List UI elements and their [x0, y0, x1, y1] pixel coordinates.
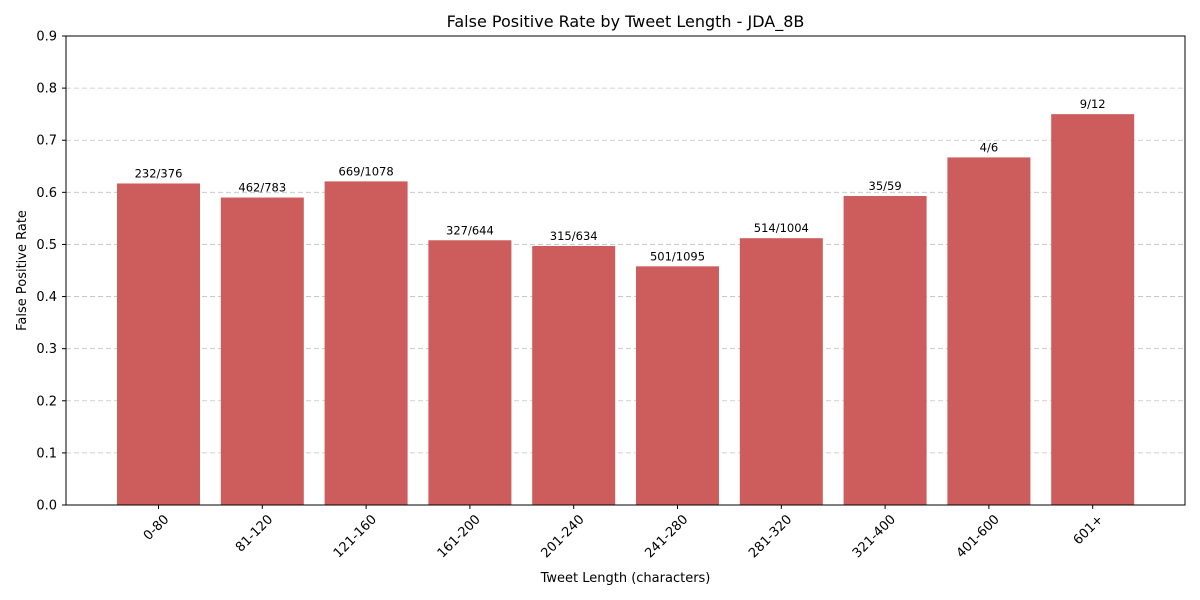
x-tick-label: 0-80 [141, 512, 172, 543]
data-label: 4/6 [980, 140, 999, 154]
y-tick-label: 0.6 [36, 186, 57, 201]
bars [117, 114, 1135, 506]
data-label: 232/376 [135, 166, 183, 180]
bar-0-80 [117, 183, 200, 506]
data-label: 315/634 [550, 229, 598, 243]
data-label: 501/1095 [650, 249, 705, 263]
x-tick-label: 601+ [1071, 512, 1107, 548]
bar-281-320 [739, 238, 823, 506]
y-tick-label: 0.3 [36, 342, 57, 357]
bar-81-120 [220, 197, 304, 506]
x-tick-label: 241-280 [642, 512, 691, 561]
y-tick-label: 0.5 [36, 238, 57, 253]
bar-321-400 [843, 195, 927, 505]
x-tick-label: 81-120 [233, 512, 276, 555]
y-tick-label: 0.8 [36, 82, 57, 97]
y-tick-label: 0.1 [36, 446, 57, 461]
y-tick-label: 0.4 [36, 290, 57, 305]
y-axis: 0.0 0.1 0.2 0.3 0.4 0.5 0.6 0.7 0.8 0.9 [36, 30, 66, 514]
chart-title: False Positive Rate by Tweet Length - JD… [447, 12, 805, 32]
x-tick-label: 201-240 [539, 512, 588, 561]
data-label: 9/12 [1080, 97, 1106, 111]
x-axis-label: Tweet Length (characters) [540, 571, 711, 586]
y-tick-label: 0.9 [36, 30, 57, 45]
bar-161-200 [428, 240, 512, 505]
bar-201-240 [532, 246, 616, 505]
x-tick-label: 161-200 [435, 512, 484, 561]
x-axis: 0-80 81-120 121-160 161-200 201-240 241-280 28… [141, 505, 1107, 561]
data-label: 514/1004 [754, 221, 809, 235]
bar-241-280 [636, 266, 719, 505]
plot-frame [65, 35, 1186, 506]
x-tick-label: 321-400 [850, 512, 899, 561]
x-tick-label: 401-600 [954, 512, 1003, 561]
y-tick-label: 0.0 [36, 499, 57, 514]
x-tick-label: 281-320 [746, 512, 795, 561]
bar-401-600 [947, 157, 1031, 505]
data-label: 35/59 [869, 179, 902, 193]
x-tick-label: 121-160 [331, 512, 380, 561]
bar-601+ [1051, 114, 1135, 506]
data-label: 669/1078 [339, 164, 394, 178]
y-tick-label: 0.7 [36, 134, 57, 149]
y-tick-label: 0.2 [36, 394, 57, 409]
y-axis-label: False Positive Rate [15, 210, 30, 331]
data-label: 327/644 [446, 223, 494, 237]
bar-121-160 [324, 181, 408, 505]
data-labels: 232/376 462/783 669/1078 327/644 315/634 501/… [135, 97, 1106, 263]
data-label: 462/783 [238, 181, 286, 195]
